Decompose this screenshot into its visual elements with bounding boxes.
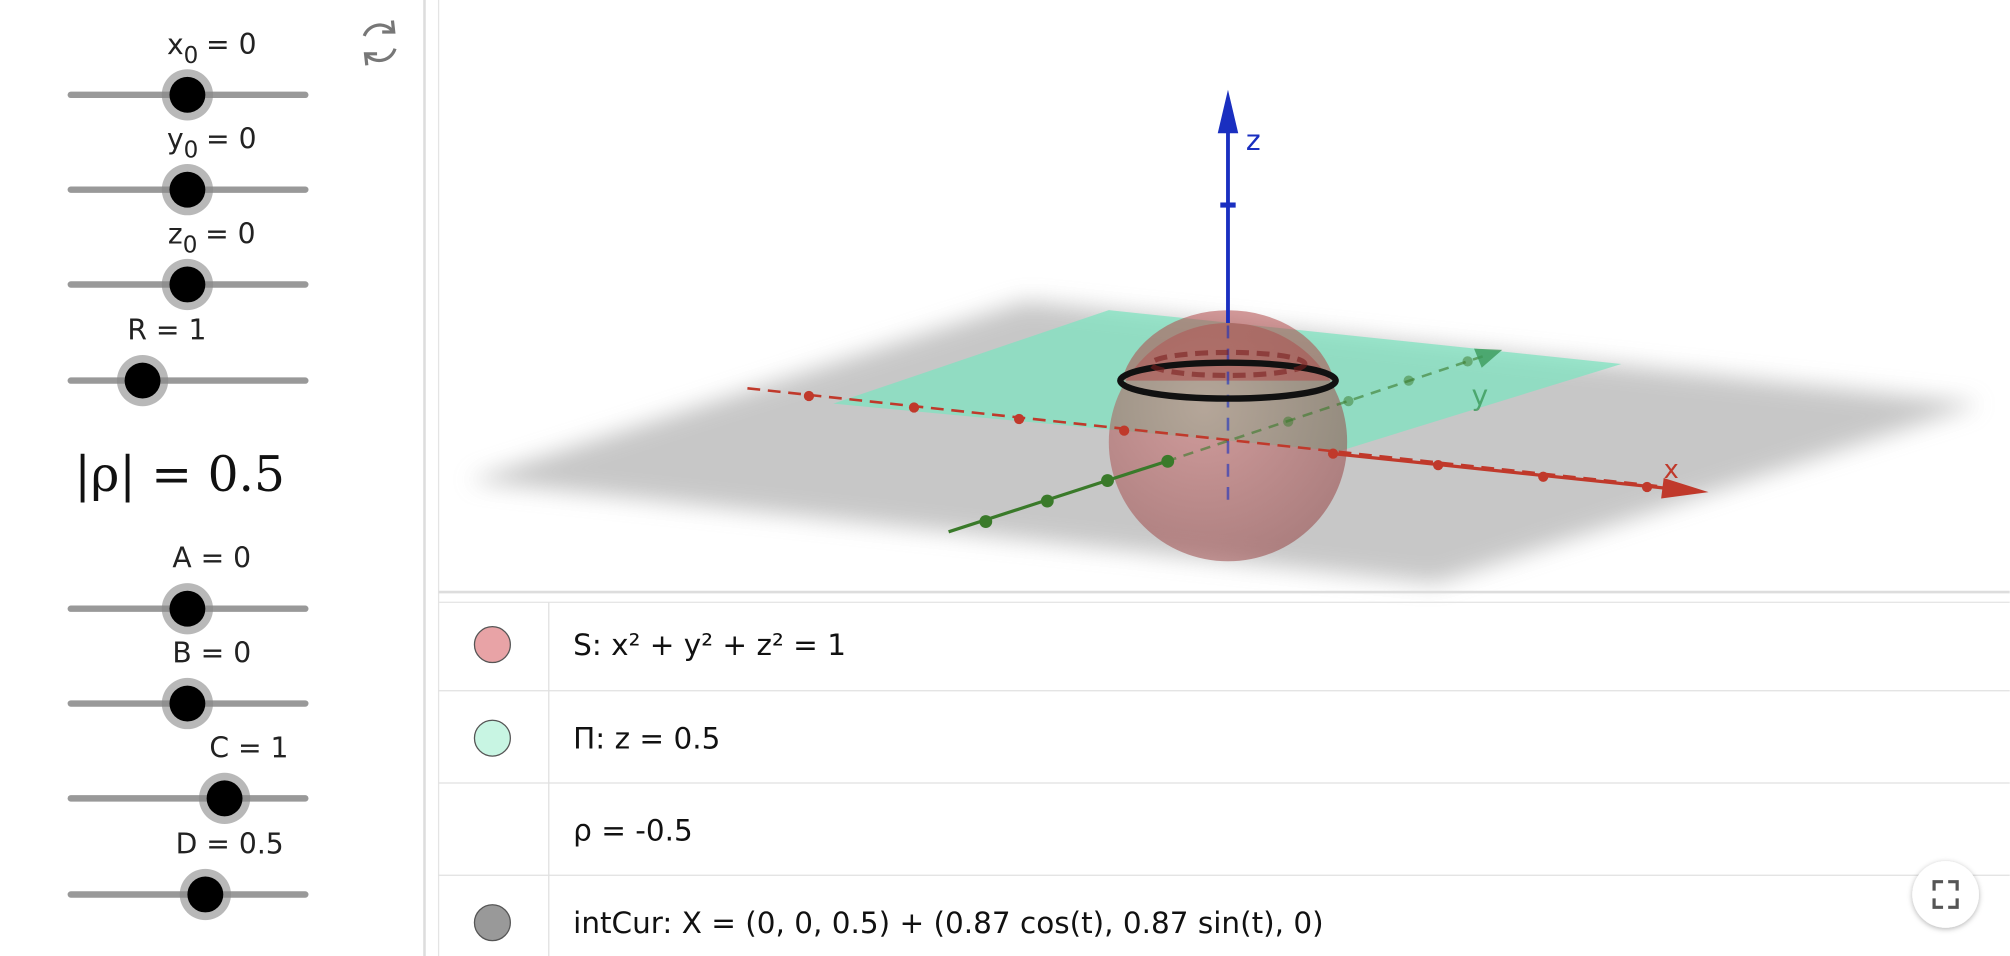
graphics-3d: z x y	[468, 89, 1981, 584]
visibility-toggle[interactable]	[473, 904, 511, 942]
algebra-item: S: x² + y² + z² = 1	[573, 628, 846, 662]
label-rest: = 0	[206, 123, 257, 156]
label-text: B = 0	[172, 637, 251, 670]
label-name: z	[168, 217, 183, 250]
slider: A = 0	[67, 542, 309, 635]
label-rest: = 0	[205, 217, 256, 250]
slider-label: x0 = 0	[167, 28, 257, 69]
x-label: x	[1664, 455, 1679, 485]
z-arrow	[1217, 89, 1239, 134]
slider-label: C = 1	[209, 731, 288, 764]
x-arrow	[1661, 478, 1709, 499]
label-subscript: 0	[184, 43, 199, 69]
slider-knob[interactable]	[187, 876, 224, 913]
slider-label: B = 0	[172, 637, 251, 670]
slider-label: D = 0.5	[176, 827, 284, 860]
slider-label: A = 0	[172, 542, 251, 575]
label-subscript: 0	[183, 232, 198, 258]
z-label: z	[1246, 124, 1261, 157]
rho-abs: |ρ| = 0.5	[74, 447, 285, 503]
slider: C = 1	[67, 731, 309, 825]
slider-knob[interactable]	[169, 685, 206, 722]
y-arrow	[1474, 348, 1503, 368]
fullscreen-button[interactable]	[1912, 861, 1979, 928]
slider: y0 = 0	[67, 123, 309, 216]
label-name: x	[167, 28, 184, 61]
slider-knob[interactable]	[206, 780, 243, 817]
sphere-outline	[1148, 349, 1308, 379]
y-axis	[1166, 353, 1488, 463]
slider-knob[interactable]	[169, 590, 206, 627]
label-name: y	[167, 123, 184, 156]
reset-button[interactable]	[362, 20, 397, 66]
visibility-toggle[interactable]	[473, 719, 511, 757]
slider: D = 0.5	[67, 827, 309, 921]
label-text: A = 0	[172, 542, 251, 575]
slider: B = 0	[67, 637, 309, 730]
x-axis	[747, 387, 1667, 489]
label-text: R = 1	[127, 314, 206, 347]
slider-knob[interactable]	[169, 76, 206, 113]
slider-label: z0 = 0	[168, 217, 256, 258]
slider: z0 = 0	[67, 217, 309, 311]
slider-knob[interactable]	[169, 266, 206, 303]
label-rest: = 0	[206, 28, 257, 61]
slider-knob[interactable]	[124, 362, 161, 399]
algebra-item: ρ = -0.5	[573, 814, 693, 848]
label-text: C = 1	[209, 731, 288, 764]
slider-label: y0 = 0	[167, 123, 257, 164]
algebra-item: intCur: X = (0, 0, 0.5) + (0.87 cos(t), …	[573, 906, 1324, 940]
x-axis	[1332, 452, 1667, 490]
visibility-toggle[interactable]	[473, 626, 511, 664]
y-ticks	[979, 356, 1473, 528]
slider-knob[interactable]	[169, 171, 206, 208]
slider-label: R = 1	[127, 314, 206, 347]
y-label: y	[1471, 379, 1488, 412]
slider: x0 = 0	[67, 28, 309, 121]
label-text: D = 0.5	[176, 827, 284, 860]
algebra-item: Π: z = 0.5	[573, 721, 720, 755]
intersection-curve	[1117, 359, 1339, 402]
x-ticks	[803, 390, 1653, 493]
slider: R = 1	[67, 314, 309, 407]
label-subscript: 0	[184, 138, 199, 164]
